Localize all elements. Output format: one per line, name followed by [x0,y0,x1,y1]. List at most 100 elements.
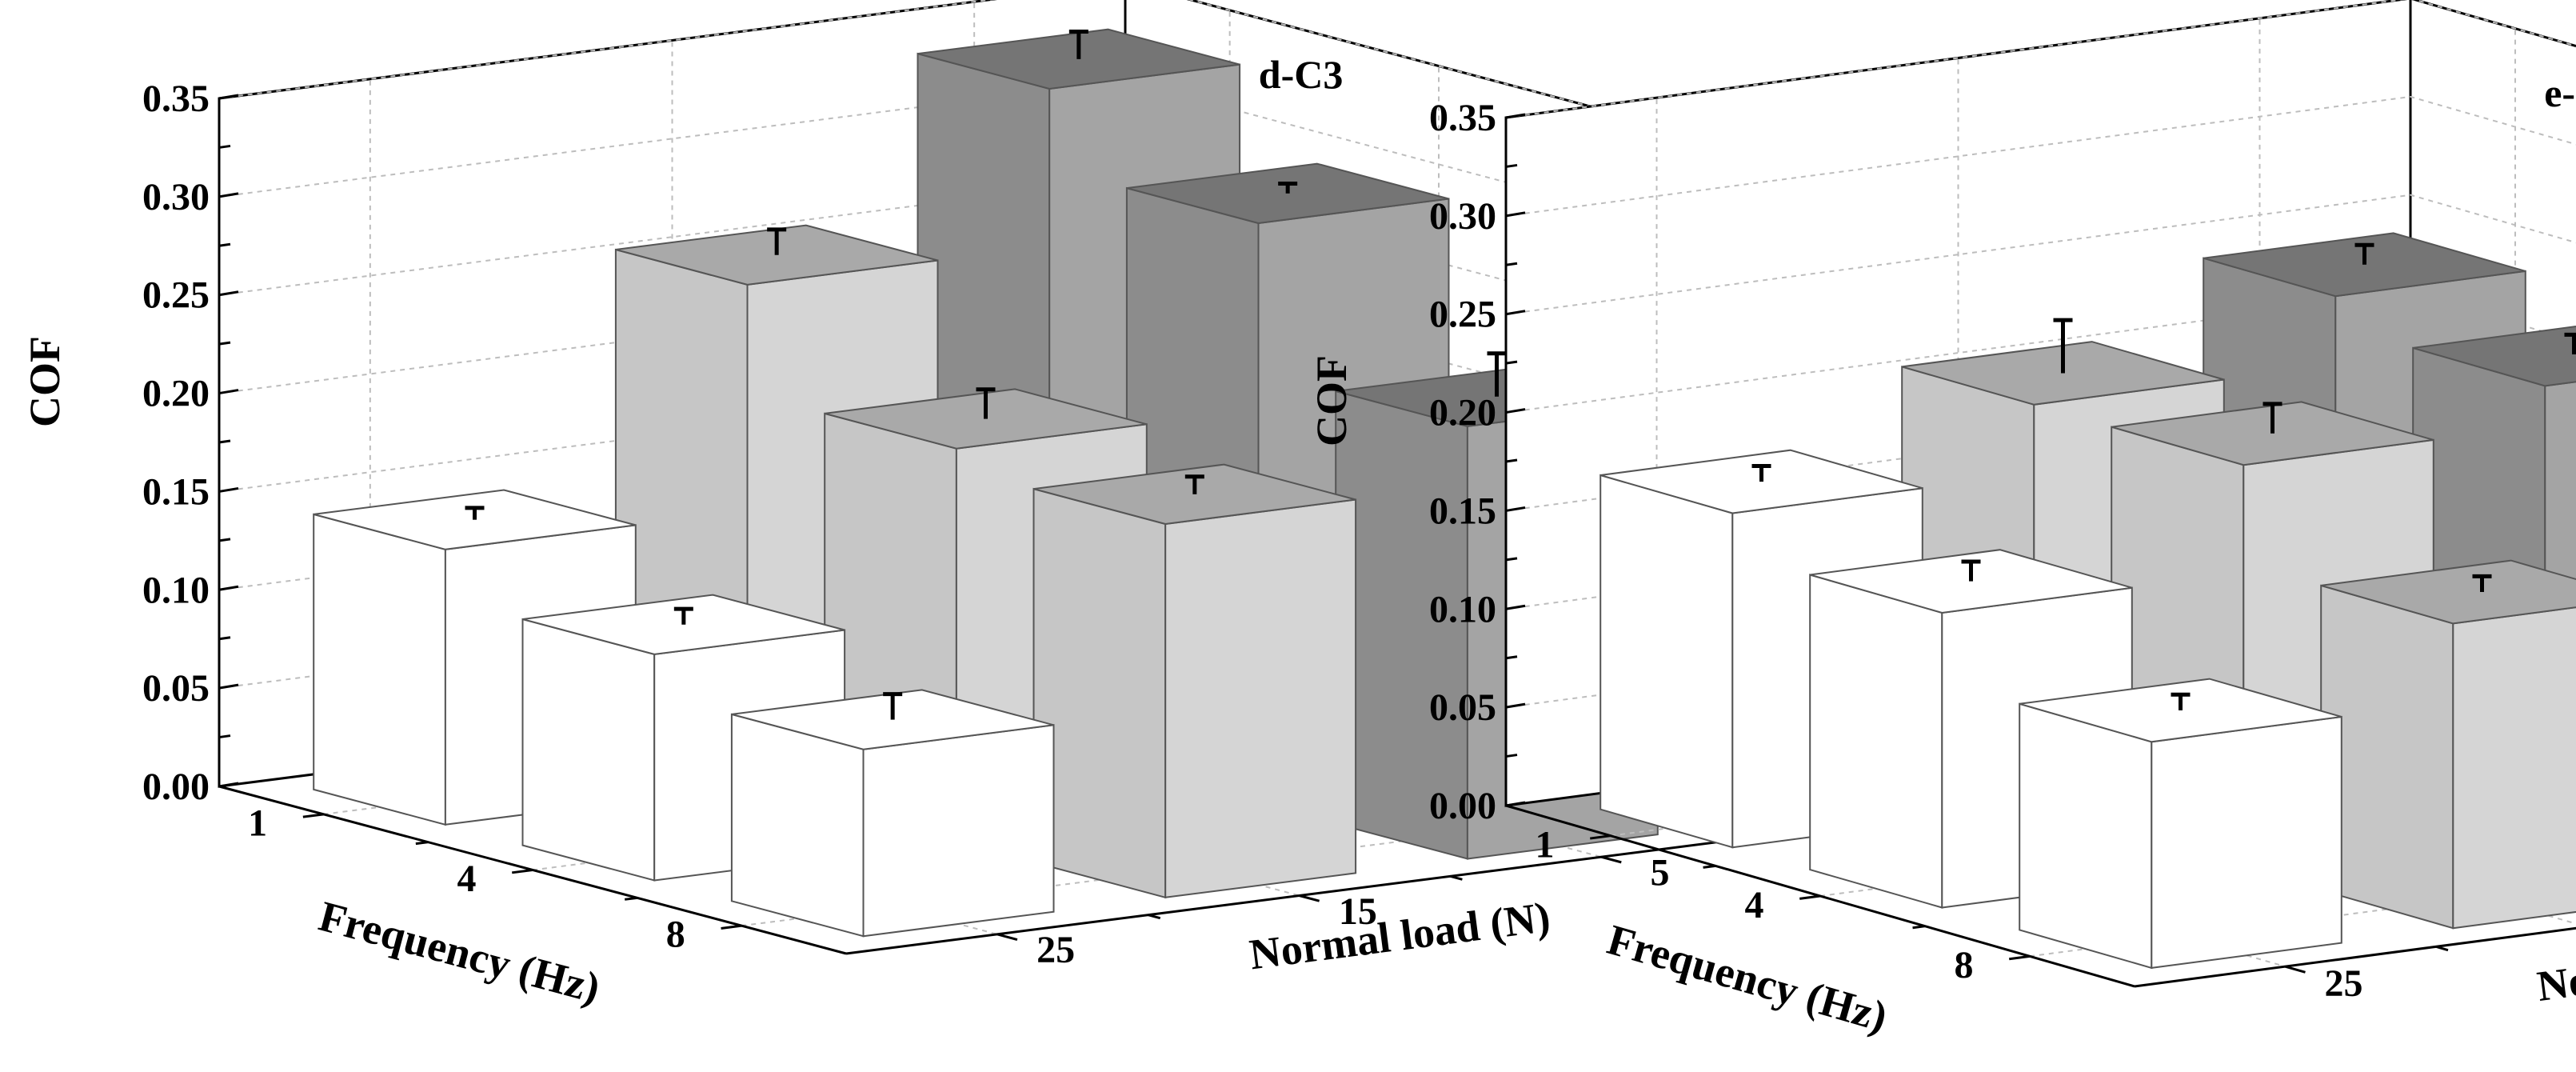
gridline-z [218,0,1753,150]
y-tick [2285,965,2306,974]
x-tick [512,869,533,874]
x-tick-label: 4 [1745,884,1764,926]
bar-front-face [2019,702,2153,970]
z-tick [218,782,239,788]
x-tick-label: 1 [1536,824,1555,866]
bar-load-15-freq-8 [2320,559,2576,930]
frequency-axis-title: Frequency (Hz) [1602,915,1892,1041]
z-tick-label: 0.10 [142,569,210,611]
panel-title: d-C3 [1259,52,1344,97]
z-minor-tick [1505,557,1518,562]
y-minor-tick [1148,914,1161,920]
z-tick-label: 0.35 [142,78,210,120]
z-minor-tick [1505,163,1518,168]
z-tick-label: 0.00 [1429,785,1496,827]
z-minor-tick [218,636,231,641]
x-tick-label: 8 [1955,944,1974,986]
z-minor-tick [218,341,231,346]
cof-axis-title: COF [21,336,69,427]
x-tick [1799,894,1821,900]
z-tick-label: 0.15 [142,470,210,513]
z-minor-tick [1505,360,1518,365]
bar-top-face [2320,559,2576,625]
z-tick-label: 0.10 [1429,588,1496,630]
y-minor-tick [1449,874,1463,881]
z-tick-label: 0.20 [142,373,210,415]
frequency-axis-title: Frequency (Hz) [314,892,605,1013]
z-minor-tick [1505,754,1518,758]
z-tick [218,683,239,690]
x-minor-tick [625,896,637,901]
z-tick [1505,506,1526,512]
y-tick [1600,855,1622,864]
bar-front-face [1600,474,1734,849]
z-tick [1505,113,1526,119]
chart-panel-e-C4: 0.00 0.05 0.10 0.15 0.20 0.25 0.30 0.35 1 4 8 5 15 25… [1308,0,2576,1041]
bar-side-face [862,724,1055,938]
bar-top-face [2203,232,2526,298]
z-tick [218,290,239,297]
bar-top-face [2019,678,2342,743]
z-minor-tick [1505,655,1518,660]
x-minor-tick [1912,925,1926,930]
x-tick [721,924,742,930]
cof-axis-title: COF [1308,355,1356,446]
y-tick [996,933,1018,941]
z-tick [1505,604,1526,610]
bar-front-face [313,513,446,826]
y-tick-label: 25 [1036,929,1075,971]
z-tick-label: 0.15 [1429,490,1496,532]
bar-front-face [521,618,656,882]
bar-front-face [730,713,865,938]
y-minor-tick [2435,945,2449,952]
z-tick [1505,408,1526,414]
z-tick-label: 0.25 [1429,294,1496,336]
y-tick [1299,894,1320,902]
bar-top-face [2412,326,2576,387]
z-tick-label: 0.20 [1429,392,1496,434]
z-minor-tick [218,439,231,444]
z-tick [218,94,239,100]
x-tick-label: 4 [457,858,476,900]
z-tick-label: 0.30 [142,176,210,218]
z-tick [218,486,239,493]
x-minor-tick [415,841,429,846]
z-minor-tick [218,242,231,247]
x-tick [302,813,324,818]
bar-side-face [1164,498,1357,898]
y-tick-label: 5 [1650,852,1669,894]
bar-front-face [1809,574,1943,909]
bar-load-15-freq-8 [1032,463,1357,899]
bar-side-face [2151,715,2342,970]
y-tick-label: 25 [2324,962,2362,1005]
load-axis-title: Normal load (N) [1247,893,1553,978]
z-tick [1505,211,1526,218]
z-minor-tick [1505,458,1518,463]
z-tick [218,389,239,395]
z-minor-tick [218,734,231,739]
bar-top-face [2111,401,2434,466]
z-minor-tick [218,538,231,542]
z-tick [1505,801,1526,807]
z-tick-label: 0.00 [142,766,210,808]
load-axis-title: Normal load (N) [2534,923,2576,1010]
chart-panel-d-C3: 0.00 0.05 0.10 0.15 0.20 0.25 0.30 0.35 1 4 8 5 15 25… [21,0,1754,1013]
z-tick-label: 0.30 [1429,195,1496,238]
x-tick [1590,834,1611,840]
z-tick-label: 0.05 [1429,686,1496,729]
z-minor-tick [1505,262,1518,266]
gridline-z [1505,95,2576,217]
x-minor-tick [1703,864,1716,869]
x-tick-label: 1 [248,802,267,844]
z-tick-label: 0.35 [1429,97,1496,139]
bar-side-face [2452,606,2576,930]
panel-title: e-C4 [2544,70,2576,115]
z-minor-tick [218,144,231,149]
z-tick-label: 0.05 [142,667,210,710]
z-tick [1505,310,1526,316]
z-tick-label: 0.25 [142,274,210,317]
z-tick [218,192,239,198]
z-tick [218,585,239,591]
x-tick [2009,954,2031,961]
